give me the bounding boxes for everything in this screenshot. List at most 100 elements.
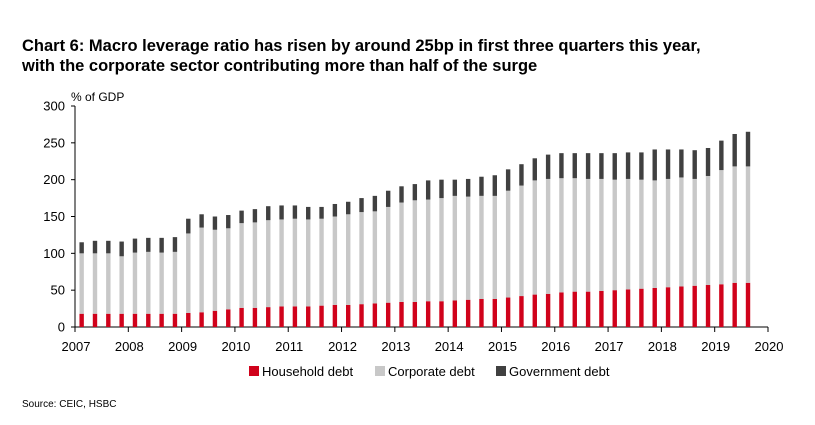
- y-tick-label: 100: [43, 246, 65, 261]
- bar-segment-government-debt: [532, 158, 537, 181]
- y-tick-label: 50: [51, 283, 65, 298]
- bar-segment-household-debt: [492, 299, 497, 327]
- bar-segment-government-debt: [319, 206, 324, 219]
- bar-segment-household-debt: [239, 307, 244, 327]
- bar-segment-household-debt: [146, 313, 151, 327]
- bar-segment-corporate-debt: [732, 166, 737, 283]
- bar-segment-government-debt: [372, 195, 378, 212]
- bar-segment-corporate-debt: [172, 251, 178, 314]
- x-tick-label: 2007: [62, 339, 91, 354]
- bar-segment-household-debt: [639, 288, 644, 327]
- bar-segment-corporate-debt: [119, 256, 124, 314]
- bar-segment-corporate-debt: [399, 202, 404, 302]
- bar-segment-household-debt: [505, 297, 511, 327]
- bar-segment-household-debt: [306, 306, 311, 327]
- bar-segment-corporate-debt: [612, 179, 617, 291]
- bar-segment-government-debt: [346, 201, 351, 215]
- bar-segment-corporate-debt: [679, 177, 684, 287]
- x-tick-label: 2018: [648, 339, 677, 354]
- bar-segment-corporate-debt: [79, 253, 84, 314]
- legend-swatch-household-debt: [249, 366, 259, 376]
- bar-segment-government-debt: [665, 149, 671, 179]
- bar-segment-government-debt: [132, 238, 138, 253]
- bar-segment-corporate-debt: [625, 178, 631, 290]
- bar-segment-household-debt: [319, 305, 324, 327]
- bar-segment-corporate-debt: [639, 179, 644, 289]
- bar-segment-household-debt: [612, 290, 617, 327]
- x-tick-label: 2008: [115, 339, 144, 354]
- bar-segment-corporate-debt: [599, 178, 604, 291]
- bar-segment-government-debt: [159, 237, 164, 253]
- bar-segment-government-debt: [545, 154, 551, 179]
- bar-segment-corporate-debt: [292, 218, 298, 307]
- bar-segment-corporate-debt: [745, 166, 751, 283]
- chart-title-line-2: with the corporate sector contributing m…: [22, 57, 538, 75]
- bar-segment-corporate-debt: [532, 180, 537, 295]
- bar-segment-household-debt: [452, 300, 458, 327]
- bar-segment-corporate-debt: [252, 222, 258, 308]
- bar-segment-government-debt: [266, 206, 271, 221]
- bar-segment-household-debt: [226, 309, 231, 327]
- bar-segment-corporate-debt: [306, 219, 311, 307]
- bar-segment-household-debt: [79, 313, 84, 327]
- bar-segment-corporate-debt: [505, 190, 511, 298]
- bar-segment-corporate-debt: [132, 252, 138, 314]
- bar-segment-corporate-debt: [572, 178, 577, 292]
- bar-segment-government-debt: [439, 179, 444, 199]
- bar-segment-government-debt: [212, 216, 218, 230]
- bar-segment-government-debt: [79, 242, 84, 254]
- bar-segment-household-debt: [212, 310, 218, 327]
- x-tick-label: 2014: [435, 339, 464, 354]
- x-tick-label: 2020: [755, 339, 784, 354]
- bar-segment-corporate-debt: [492, 195, 497, 299]
- bar-segment-corporate-debt: [372, 211, 378, 304]
- chart-axes: % of GDP 0 50 100 150 200 250 300 2007 2008 2009 20…: [43, 90, 783, 354]
- bar-segment-household-debt: [719, 284, 724, 327]
- y-tick-label: 200: [43, 172, 65, 187]
- bar-segment-corporate-debt: [212, 229, 218, 311]
- bar-segment-corporate-debt: [452, 195, 458, 301]
- bar-segment-corporate-debt: [412, 200, 418, 302]
- bar-segment-corporate-debt: [705, 175, 711, 286]
- bar-segment-household-debt: [692, 285, 697, 327]
- bar-segment-household-debt: [745, 282, 751, 327]
- bar-segment-corporate-debt: [226, 228, 231, 310]
- bar-segment-household-debt: [439, 301, 444, 327]
- bar-segment-household-debt: [705, 285, 711, 327]
- bar-segment-corporate-debt: [465, 196, 471, 300]
- bar-segment-government-debt: [612, 153, 617, 180]
- bar-segment-household-debt: [92, 313, 98, 327]
- bar-segment-government-debt: [492, 175, 497, 196]
- bar-segment-government-debt: [639, 152, 644, 180]
- bar-segment-government-debt: [119, 241, 124, 257]
- y-tick-label: 300: [43, 99, 65, 114]
- bar-segment-household-debt: [266, 307, 271, 327]
- bar-segment-household-debt: [385, 302, 391, 327]
- bar-segment-government-debt: [106, 240, 111, 254]
- bar-segment-government-debt: [199, 214, 204, 228]
- bar-segment-corporate-debt: [319, 218, 324, 306]
- bar-segment-government-debt: [719, 140, 724, 171]
- bar-segment-corporate-debt: [146, 251, 151, 314]
- bar-segment-household-debt: [479, 299, 484, 327]
- bar-segment-corporate-debt: [199, 227, 204, 313]
- bar-segment-government-debt: [732, 133, 737, 167]
- chart-title: Chart 6: Macro leverage ratio has risen …: [22, 36, 802, 76]
- legend-label-household-debt: Household debt: [262, 364, 353, 379]
- bar-segment-corporate-debt: [385, 206, 391, 303]
- bar-segment-corporate-debt: [425, 199, 431, 302]
- x-tick-label: 2017: [595, 339, 624, 354]
- bar-segment-corporate-debt: [585, 178, 591, 292]
- bar-segment-household-debt: [132, 313, 138, 327]
- y-tick-label: 250: [43, 135, 65, 150]
- y-axis-label: % of GDP: [71, 90, 124, 104]
- y-tick-label: 0: [58, 320, 65, 335]
- bar-segment-government-debt: [279, 205, 284, 220]
- bar-segment-household-debt: [279, 306, 284, 327]
- chart-bars: [79, 131, 751, 327]
- bar-segment-government-debt: [679, 149, 684, 178]
- bar-segment-household-debt: [519, 296, 524, 327]
- bar-segment-corporate-debt: [665, 178, 671, 288]
- bar-segment-household-debt: [545, 293, 551, 327]
- x-tick-label: 2019: [701, 339, 730, 354]
